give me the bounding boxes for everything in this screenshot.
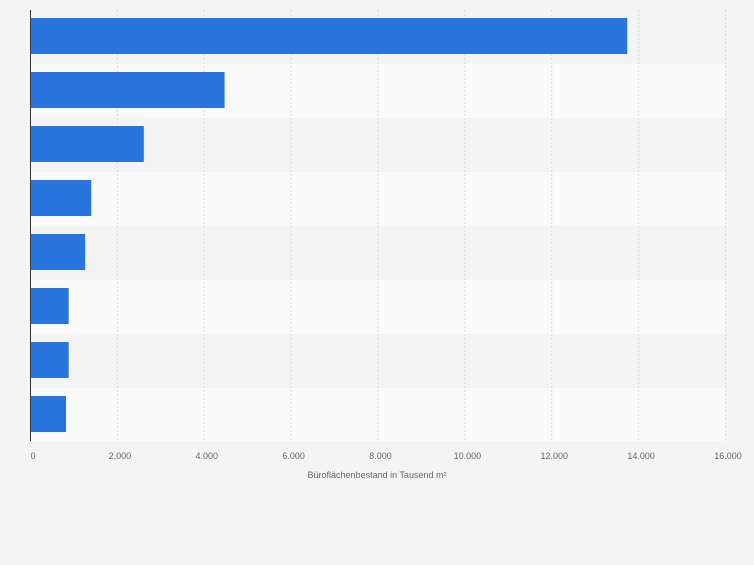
x-tick-label: 2.000 (109, 451, 132, 461)
bar (30, 234, 86, 270)
x-axis-label: Büroflächenbestand in Tausend m² (308, 470, 447, 480)
x-tick-label: 0 (30, 451, 35, 461)
x-tick-label: 6.000 (282, 451, 305, 461)
bar (30, 18, 628, 54)
bars (30, 18, 628, 432)
bar (30, 180, 92, 216)
bar (30, 72, 225, 108)
x-tick-label: 16.000 (714, 451, 742, 461)
x-tick-label: 4.000 (195, 451, 218, 461)
bar (30, 342, 69, 378)
bar (30, 126, 144, 162)
x-tick-label: 12.000 (540, 451, 568, 461)
bar (30, 288, 69, 324)
x-tick-label: 10.000 (454, 451, 482, 461)
x-tick-label: 14.000 (627, 451, 655, 461)
x-tick-labels: 0 2.000 4.000 6.000 8.000 10.000 12.000 14.000 1… (30, 451, 741, 461)
x-tick-label: 8.000 (369, 451, 392, 461)
bar (30, 396, 67, 432)
